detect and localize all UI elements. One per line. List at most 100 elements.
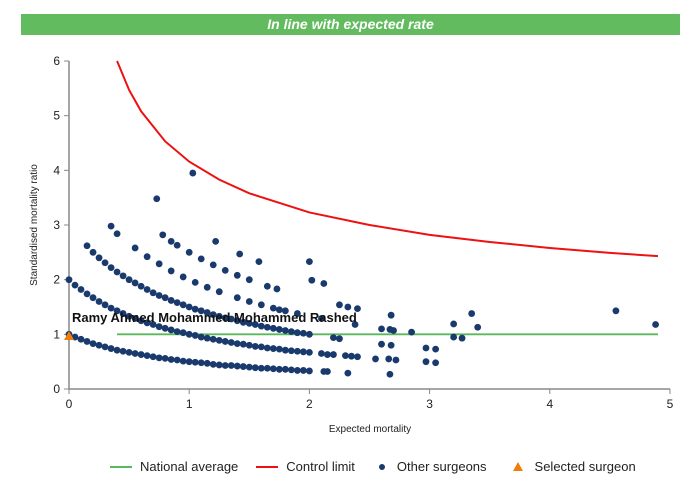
surgeon-point[interactable] xyxy=(149,289,157,297)
surgeon-point[interactable] xyxy=(191,332,199,339)
surgeon-point[interactable] xyxy=(203,359,211,367)
surgeon-point[interactable] xyxy=(281,346,289,354)
surgeon-point[interactable] xyxy=(149,353,157,361)
surgeon-point[interactable] xyxy=(233,294,241,302)
surgeon-point[interactable] xyxy=(299,329,307,337)
surgeon-point[interactable] xyxy=(137,351,145,358)
surgeon-point[interactable] xyxy=(299,348,307,356)
surgeon-point[interactable] xyxy=(209,335,217,343)
surgeon-point[interactable] xyxy=(233,362,241,370)
surgeon-point[interactable] xyxy=(422,358,430,366)
surgeon-point[interactable] xyxy=(293,329,301,337)
surgeon-point[interactable] xyxy=(387,311,395,319)
surgeon-point[interactable] xyxy=(143,253,151,261)
surgeon-point[interactable] xyxy=(239,340,247,348)
surgeon-point[interactable] xyxy=(239,318,247,326)
surgeon-point[interactable] xyxy=(125,312,133,320)
surgeon-point[interactable] xyxy=(155,354,163,362)
surgeon-point[interactable] xyxy=(269,324,277,332)
surgeon-point[interactable] xyxy=(336,301,343,309)
surgeon-point[interactable] xyxy=(209,261,217,269)
surgeon-point[interactable] xyxy=(185,358,193,366)
surgeon-point[interactable] xyxy=(306,348,313,356)
surgeon-point[interactable] xyxy=(107,304,115,312)
surgeon-point[interactable] xyxy=(392,356,400,364)
surgeon-point[interactable] xyxy=(173,328,181,335)
surgeon-point[interactable] xyxy=(107,222,115,230)
surgeon-point[interactable] xyxy=(197,307,205,315)
surgeon-point[interactable] xyxy=(101,343,109,351)
surgeon-point[interactable] xyxy=(149,321,157,328)
surgeon-point[interactable] xyxy=(153,195,161,203)
surgeon-point[interactable] xyxy=(227,315,235,323)
surgeon-point[interactable] xyxy=(209,361,217,368)
surgeon-point[interactable] xyxy=(378,325,385,333)
surgeon-point[interactable] xyxy=(378,340,385,348)
surgeon-point[interactable] xyxy=(89,248,97,256)
surgeon-point[interactable] xyxy=(299,367,307,374)
surgeon-point[interactable] xyxy=(257,343,265,351)
surgeon-point[interactable] xyxy=(221,266,229,274)
surgeon-point[interactable] xyxy=(227,362,235,369)
surgeon-point[interactable] xyxy=(155,292,163,299)
surgeon-point[interactable] xyxy=(119,310,127,317)
surgeon-point[interactable] xyxy=(450,333,458,341)
surgeon-point[interactable] xyxy=(233,317,241,325)
surgeon-point[interactable] xyxy=(113,268,121,276)
surgeon-point[interactable] xyxy=(83,242,91,250)
surgeon-point[interactable] xyxy=(306,367,313,375)
surgeon-point[interactable] xyxy=(125,276,133,284)
surgeon-point[interactable] xyxy=(468,310,476,317)
surgeon-point[interactable] xyxy=(245,298,253,305)
surgeon-point[interactable] xyxy=(257,364,265,372)
surgeon-point[interactable] xyxy=(275,326,283,333)
surgeon-point[interactable] xyxy=(221,314,229,322)
surgeon-point[interactable] xyxy=(318,350,325,357)
surgeon-point[interactable] xyxy=(137,282,145,290)
surgeon-point[interactable] xyxy=(173,356,181,364)
surgeon-point[interactable] xyxy=(107,264,115,272)
surgeon-point[interactable] xyxy=(161,294,169,302)
surgeon-point[interactable] xyxy=(336,335,343,343)
surgeon-point[interactable] xyxy=(281,327,289,334)
surgeon-point[interactable] xyxy=(155,323,163,331)
surgeon-point[interactable] xyxy=(257,322,265,330)
surgeon-point[interactable] xyxy=(89,340,97,348)
surgeon-point[interactable] xyxy=(89,294,97,302)
surgeon-point[interactable] xyxy=(351,321,359,328)
surgeon-point[interactable] xyxy=(77,286,85,293)
surgeon-point[interactable] xyxy=(185,330,193,338)
surgeon-point[interactable] xyxy=(263,364,271,372)
surgeon-point[interactable] xyxy=(245,320,253,327)
surgeon-point[interactable] xyxy=(209,311,217,319)
surgeon-point[interactable] xyxy=(387,341,395,349)
surgeon-point[interactable] xyxy=(155,260,163,268)
surgeon-point[interactable] xyxy=(179,329,187,337)
surgeon-point[interactable] xyxy=(245,341,253,349)
surgeon-point[interactable] xyxy=(221,362,229,369)
surgeon-point[interactable] xyxy=(203,309,211,316)
surgeon-point[interactable] xyxy=(287,347,295,355)
surgeon-point[interactable] xyxy=(215,288,223,296)
surgeon-point[interactable] xyxy=(143,286,151,293)
surgeon-point[interactable] xyxy=(203,283,211,291)
surgeon-point[interactable] xyxy=(354,353,361,361)
surgeon-point[interactable] xyxy=(143,319,151,327)
surgeon-point[interactable] xyxy=(113,230,121,238)
surgeon-point[interactable] xyxy=(107,345,115,352)
surgeon-point[interactable] xyxy=(386,370,394,378)
surgeon-point[interactable] xyxy=(330,334,337,342)
surgeon-point[interactable] xyxy=(344,369,352,377)
surgeon-point[interactable] xyxy=(83,290,91,298)
surgeon-point[interactable] xyxy=(293,310,301,317)
surgeon-point[interactable] xyxy=(245,363,253,371)
surgeon-point[interactable] xyxy=(131,279,139,287)
surgeon-point[interactable] xyxy=(77,335,85,343)
surgeon-point[interactable] xyxy=(408,328,415,336)
surgeon-point[interactable] xyxy=(119,272,127,280)
surgeon-point[interactable] xyxy=(95,341,103,349)
surgeon-point[interactable] xyxy=(137,317,145,325)
surgeon-point[interactable] xyxy=(143,352,151,360)
surgeon-point[interactable] xyxy=(161,324,169,332)
surgeon-point[interactable] xyxy=(273,285,281,293)
